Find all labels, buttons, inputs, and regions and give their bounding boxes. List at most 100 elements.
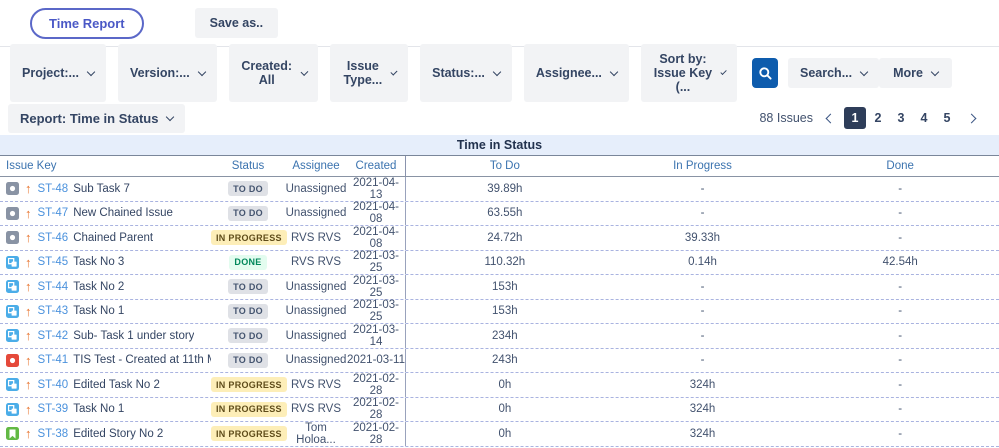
assignee-value: Unassigned: [285, 354, 347, 367]
in-progress-hours: -: [700, 182, 705, 195]
issue-key-link[interactable]: ST-48: [37, 182, 69, 195]
issue-summary: Edited Story No 2: [73, 427, 164, 440]
created-date-value: 2021-02-28: [352, 372, 400, 397]
issue-key-link[interactable]: ST-40: [37, 378, 69, 391]
priority-up-icon: ↑: [25, 230, 32, 246]
filter-issue-type-label: Issue Type...: [343, 59, 383, 87]
assignee-value: Unassigned: [285, 207, 347, 220]
table-row: ↑ ST-47 New Chained Issue TO DO Unassigned 20…: [0, 201, 999, 226]
column-header-issue-key[interactable]: Issue Key: [6, 160, 57, 172]
page-2[interactable]: 2: [874, 111, 882, 125]
created-date-value: 2021-03-25: [352, 299, 400, 324]
page-1-active[interactable]: 1: [844, 107, 866, 129]
subtask-icon: [6, 304, 19, 318]
issue-key-link[interactable]: ST-45: [37, 256, 69, 269]
issue-key-link[interactable]: ST-39: [37, 403, 69, 416]
time-report-button[interactable]: Time Report: [30, 7, 144, 39]
in-progress-hours: 324h: [689, 427, 716, 440]
page-5[interactable]: 5: [943, 111, 951, 125]
filter-assignee-label: Assignee...: [535, 66, 602, 80]
in-progress-hours: -: [700, 280, 705, 293]
filter-created[interactable]: Created: All: [228, 44, 319, 102]
column-header-status[interactable]: Status: [231, 160, 265, 172]
issue-summary: New Chained Issue: [73, 207, 173, 220]
search-dropdown-label: Search...: [800, 66, 853, 80]
in-progress-hours: 39.33h: [684, 231, 721, 244]
created-date-value: 2021-04-08: [352, 201, 400, 226]
done-hours: -: [898, 182, 903, 195]
column-header-done[interactable]: Done: [886, 160, 914, 172]
status-badge: IN PROGRESS: [211, 377, 287, 393]
more-button[interactable]: More: [879, 58, 952, 88]
issue-key-link[interactable]: ST-38: [37, 427, 69, 440]
priority-up-icon: ↑: [25, 303, 32, 319]
priority-up-icon: ↑: [25, 181, 32, 197]
prev-page-button[interactable]: [825, 113, 836, 123]
issue-key-link[interactable]: ST-46: [37, 231, 69, 244]
priority-up-icon: ↑: [25, 426, 32, 442]
in-progress-hours: -: [700, 207, 705, 220]
issue-key-link[interactable]: ST-43: [37, 305, 69, 318]
search-icon: [758, 66, 773, 81]
subtask-icon: [6, 280, 19, 294]
filter-assignee[interactable]: Assignee...: [523, 44, 629, 102]
assignee-value: RVS RVS: [290, 378, 342, 391]
priority-up-icon: ↑: [25, 254, 32, 270]
issue-key-link[interactable]: ST-44: [37, 280, 69, 293]
done-hours: -: [898, 280, 903, 293]
page-4[interactable]: 4: [920, 111, 928, 125]
filter-project[interactable]: Project:...: [10, 44, 106, 102]
issue-summary: Sub- Task 1 under story: [73, 329, 195, 342]
to-do-hours: 243h: [492, 354, 518, 367]
search-button[interactable]: [752, 58, 778, 88]
to-do-hours: 24.72h: [487, 231, 523, 244]
issue-key-link[interactable]: ST-42: [37, 329, 69, 342]
chevron-down-icon: [930, 67, 940, 76]
in-progress-hours: -: [700, 305, 705, 318]
subtask-icon: [6, 402, 19, 416]
to-do-hours: 0h: [498, 378, 512, 391]
page-3[interactable]: 3: [897, 111, 905, 125]
status-badge: TO DO: [228, 303, 268, 319]
chevron-down-icon: [720, 68, 728, 75]
done-hours: -: [898, 403, 903, 416]
to-do-hours: 39.89h: [487, 182, 523, 195]
in-progress-hours: 0.14h: [688, 256, 717, 269]
filter-sort-by-label: Sort by: Issue Key (...: [653, 52, 713, 94]
filter-created-label: Created: All: [241, 59, 293, 87]
chevron-down-icon: [166, 112, 175, 121]
filter-sort-by[interactable]: Sort by: Issue Key (...: [640, 44, 738, 102]
subtask-icon: [6, 329, 19, 343]
status-badge: IN PROGRESS: [211, 230, 287, 246]
report-selector[interactable]: Report: Time in Status: [8, 103, 186, 133]
done-hours: -: [898, 305, 903, 318]
column-header-assignee[interactable]: Assignee: [292, 160, 340, 172]
to-do-hours: 0h: [498, 403, 512, 416]
subtask-icon: [6, 255, 19, 269]
status-badge: TO DO: [228, 279, 268, 295]
chevron-down-icon: [492, 67, 502, 76]
next-page-button[interactable]: [966, 113, 977, 123]
filter-status[interactable]: Status:...: [420, 44, 512, 102]
filter-version[interactable]: Version:...: [117, 44, 217, 102]
status-badge: IN PROGRESS: [211, 401, 287, 417]
table-header-row: Issue Key Status Assignee Created To Do …: [0, 156, 999, 177]
column-header-in-progress[interactable]: In Progress: [673, 160, 732, 172]
generic-issue-icon: [6, 231, 19, 245]
issue-key-link[interactable]: ST-47: [37, 207, 69, 220]
table-row: ↑ ST-39 Task No 1 IN PROGRESS RVS RVS 2021-02…: [0, 397, 999, 422]
filter-status-label: Status:...: [432, 66, 485, 80]
status-badge: IN PROGRESS: [211, 426, 287, 442]
chevron-down-icon: [390, 68, 398, 75]
to-do-hours: 110.32h: [484, 256, 526, 269]
table-row: ↑ ST-43 Task No 1 TO DO Unassigned 2021-03-25…: [0, 299, 999, 324]
search-dropdown[interactable]: Search...: [788, 58, 880, 88]
filter-issue-type[interactable]: Issue Type...: [330, 44, 409, 102]
column-header-to-do[interactable]: To Do: [489, 160, 520, 172]
column-header-created[interactable]: Created: [355, 160, 397, 172]
issue-key-link[interactable]: ST-41: [37, 354, 69, 367]
report-selector-label: Report: Time in Status: [20, 110, 159, 126]
save-as-button[interactable]: Save as..: [194, 8, 279, 38]
